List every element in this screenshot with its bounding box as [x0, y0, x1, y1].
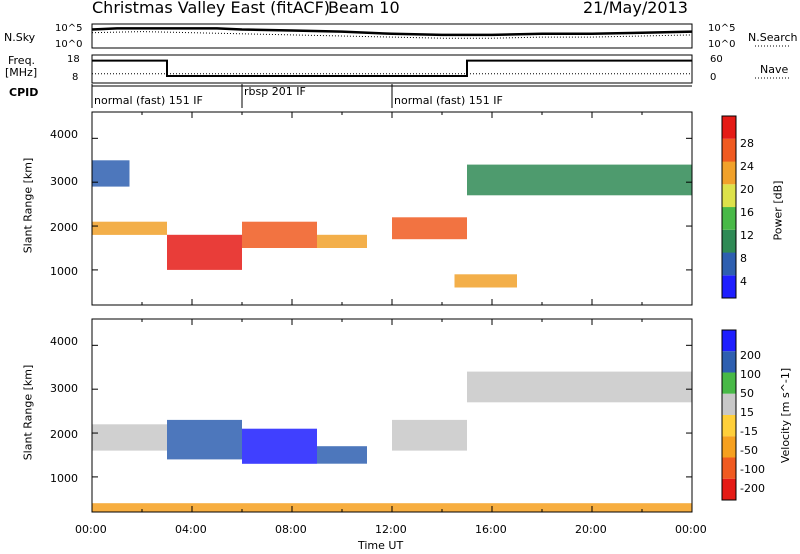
power-colorbar-seg-5 — [722, 161, 736, 185]
x-axis-label: Time UT — [358, 539, 404, 552]
freq-line — [92, 59, 692, 77]
vel-cbar-50: 50 — [740, 387, 754, 400]
power-colorbar-seg-0 — [722, 275, 736, 299]
cpid-label: CPID — [9, 86, 39, 99]
xtick-5: 20:00 — [575, 523, 607, 536]
power-cbar-20: 20 — [740, 183, 754, 196]
power-panel-band-3 — [317, 234, 367, 248]
nave-label: Nave — [760, 63, 789, 76]
power-colorbar-frame — [721, 115, 737, 299]
power-cbar-12: 12 — [740, 229, 754, 242]
nsky-label: N.Sky — [4, 31, 36, 44]
cpid-segment-3: normal (fast) 151 IF — [394, 94, 503, 107]
xtick-3: 12:00 — [375, 523, 407, 536]
velocity-colorbar-seg-1 — [722, 351, 736, 373]
vel-cbar-100: 100 — [740, 368, 761, 381]
freq-label: Freq. — [8, 54, 36, 67]
power-panel-band-5 — [92, 160, 130, 187]
power-panel-band-2 — [242, 221, 317, 248]
freq-tick-top: 18 — [67, 54, 80, 65]
power-colorbar-seg-4 — [722, 184, 736, 208]
vel-cbar-m15: -15 — [740, 425, 758, 438]
power-cbar-4: 4 — [740, 275, 747, 288]
power-cbar-8: 8 — [740, 252, 747, 265]
power-panel-frame — [91, 111, 693, 306]
power-ytick-1000: 1000 — [50, 265, 78, 278]
vel-ytick-2000: 2000 — [50, 428, 78, 441]
vel-cbar-m100: -100 — [740, 463, 765, 476]
velocity-colorbar-seg-5 — [722, 436, 736, 458]
velocity-panel-band-5 — [467, 371, 692, 403]
nave-tick-bottom: 0 — [710, 72, 717, 83]
cpid-segment-2: rbsp 201 IF — [244, 85, 306, 98]
velocity-panel-band-2 — [242, 428, 317, 464]
velocity-colorbar-seg-7 — [722, 478, 736, 501]
power-cbar-28: 28 — [740, 137, 754, 150]
velocity-panel-band-3 — [317, 446, 367, 464]
freq-panel-frame — [91, 54, 693, 84]
power-panel-band-6 — [467, 164, 692, 196]
nsearch-line — [91, 31, 693, 39]
power-ytick-2000: 2000 — [50, 221, 78, 234]
velocity-colorbar-seg-0 — [722, 330, 736, 352]
nsky-line — [91, 27, 693, 37]
nave-tick-top: 60 — [710, 54, 723, 65]
power-colorbar-seg-3 — [722, 207, 736, 230]
power-ytick-4000: 4000 — [50, 128, 78, 141]
nsky-tick-top: 10^5 — [55, 23, 83, 34]
noise-panel-frame — [91, 23, 693, 49]
xtick-1: 04:00 — [175, 523, 207, 536]
power-colorbar-seg-6 — [722, 138, 736, 162]
power-panel-band-7 — [454, 274, 517, 288]
nsearch-tick-bottom: 10^0 — [708, 39, 736, 50]
cpid-segment-1: normal (fast) 151 IF — [94, 94, 203, 107]
velocity-colorbar-seg-6 — [722, 457, 736, 479]
velocity-colorbar-frame — [721, 329, 737, 501]
power-cbar-16: 16 — [740, 206, 754, 219]
date-label: 21/May/2013 — [583, 0, 688, 17]
vel-cbar-m200: -200 — [740, 482, 765, 495]
station-title: Christmas Valley East (fitACF) — [92, 0, 331, 17]
power-panel-band-0 — [92, 221, 167, 235]
vel-ytick-3000: 3000 — [50, 382, 78, 395]
xtick-0: 00:00 — [75, 523, 107, 536]
velocity-panel-band-1 — [167, 419, 242, 460]
power-colorbar-seg-7 — [722, 116, 736, 139]
power-ytick-3000: 3000 — [50, 175, 78, 188]
velocity-colorbar-seg-3 — [722, 393, 736, 416]
freq-tick-bottom: 8 — [72, 72, 79, 83]
power-panel-band-1 — [167, 234, 242, 270]
freq-unit-label: [MHz] — [5, 66, 38, 79]
velocity-panel-band-4 — [392, 419, 467, 451]
xtick-2: 08:00 — [275, 523, 307, 536]
vel-ytick-1000: 1000 — [50, 472, 78, 485]
xtick-4: 16:00 — [475, 523, 507, 536]
nsearch-label: N.Search — [748, 31, 798, 44]
vel-cbar-m50: -50 — [740, 444, 758, 457]
beam-label: Beam 10 — [328, 0, 400, 17]
velocity-panel-frame — [91, 318, 693, 513]
xtick-6: 00:00 — [675, 523, 707, 536]
power-colorbar-seg-2 — [722, 229, 736, 253]
power-cbar-24: 24 — [740, 160, 754, 173]
velocity-panel-band-0 — [92, 424, 167, 451]
nsearch-tick-top: 10^5 — [708, 23, 736, 34]
velocity-colorbar-seg-4 — [722, 415, 736, 437]
power-panel-band-4 — [392, 217, 467, 240]
vel-ytick-4000: 4000 — [50, 335, 78, 348]
vel-cbar-15: 15 — [740, 406, 754, 419]
velocity-colorbar-seg-2 — [722, 372, 736, 394]
nsky-tick-bottom: 10^0 — [55, 39, 83, 50]
power-colorbar-seg-1 — [722, 252, 736, 276]
vel-cbar-200: 200 — [740, 349, 761, 362]
